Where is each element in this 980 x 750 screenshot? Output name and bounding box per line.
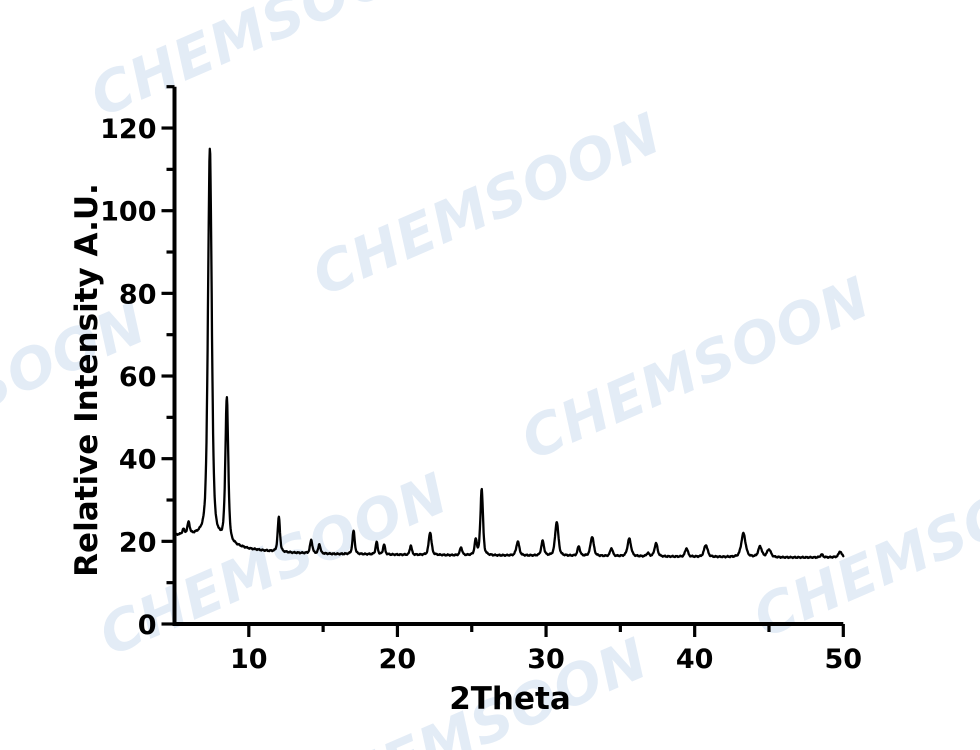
x-tick-label: 30 xyxy=(527,644,565,675)
y-tick-label: 40 xyxy=(119,445,157,476)
y-tick-label: 80 xyxy=(119,279,157,310)
y-tick-label: 120 xyxy=(100,114,156,145)
x-tick-label: 20 xyxy=(379,644,417,675)
y-axis-label: Relative Intensity A.U. xyxy=(69,183,105,577)
axes xyxy=(161,85,845,637)
x-axis-label: 2Theta xyxy=(449,681,571,717)
x-tick-label: 10 xyxy=(230,644,268,675)
xrd-curve xyxy=(173,147,845,560)
y-tick-label: 60 xyxy=(119,362,157,393)
y-tick-label: 20 xyxy=(119,527,157,558)
y-tick-label: 0 xyxy=(138,610,157,641)
x-tick-label: 40 xyxy=(676,644,714,675)
tick-labels: 10 20 30 40 50 0 20 40 60 80 100 120 xyxy=(100,114,862,675)
x-tick-label: 50 xyxy=(825,644,863,675)
y-tick-label: 100 xyxy=(100,197,156,228)
